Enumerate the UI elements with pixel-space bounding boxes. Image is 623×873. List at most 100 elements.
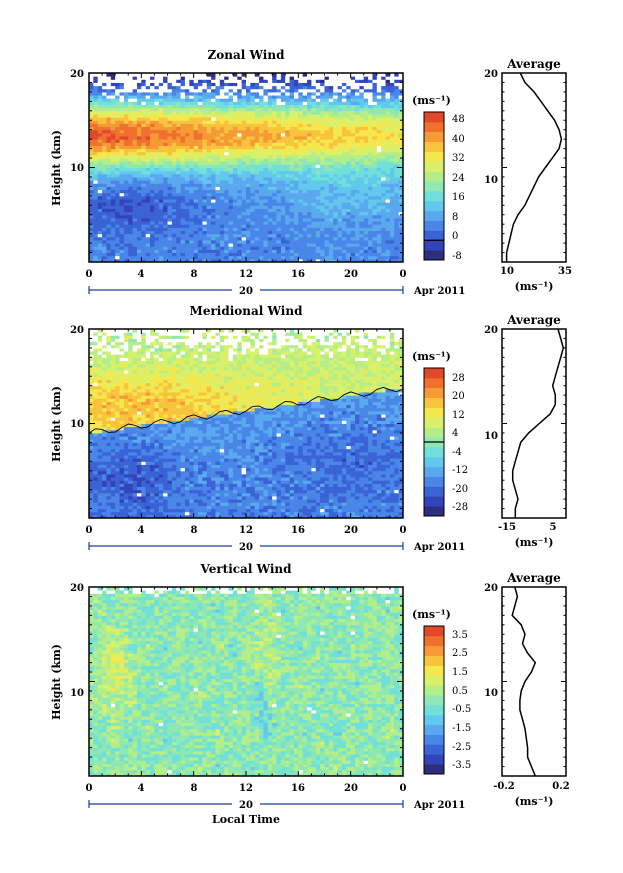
zonal-wind-heatmap-cell bbox=[206, 246, 212, 250]
zonal-wind-heatmap-cell bbox=[167, 107, 173, 112]
zonal-wind-heatmap-cell bbox=[381, 205, 387, 209]
zonal-wind-heatmap-cell bbox=[171, 164, 177, 168]
zonal-wind-heatmap-cell bbox=[132, 129, 138, 134]
meridional-wind-heatmap-cell bbox=[93, 354, 99, 358]
zonal-wind-heatmap-cell bbox=[110, 132, 116, 137]
zonal-wind-heatmap-cell bbox=[381, 129, 387, 134]
zonal-wind-heatmap-cell bbox=[285, 170, 291, 175]
zonal-wind-heatmap-cell bbox=[328, 167, 334, 172]
zonal-wind-heatmap-cell bbox=[398, 217, 404, 222]
zonal-wind-heatmap-cell bbox=[106, 95, 112, 99]
zonal-wind-heatmap-cell bbox=[193, 230, 199, 235]
zonal-wind-heatmap-cell bbox=[128, 239, 134, 244]
zonal-wind-heatmap-cell bbox=[219, 164, 225, 168]
meridional-wind-heatmap-cell bbox=[97, 483, 103, 487]
zonal-wind-heatmap-cell bbox=[267, 239, 273, 244]
meridional-wind-heatmap-cell bbox=[110, 420, 116, 424]
zonal-wind-heatmap-cell bbox=[307, 98, 312, 102]
zonal-wind-heatmap-cell bbox=[311, 255, 317, 260]
zonal-wind-heatmap-cell bbox=[307, 161, 312, 165]
meridional-wind-heatmap-cell bbox=[93, 414, 99, 418]
zonal-wind-heatmap-cell bbox=[276, 211, 282, 216]
zonal-wind-heatmap-cell bbox=[250, 148, 256, 153]
zonal-wind-heatmap-cell bbox=[202, 255, 208, 260]
zonal-wind-heatmap-cell bbox=[302, 123, 308, 128]
zonal-wind-heatmap-cell bbox=[145, 113, 151, 118]
zonal-wind-heatmap-cell bbox=[145, 246, 151, 250]
zonal-wind-heatmap-cell bbox=[211, 186, 216, 191]
zonal-wind-heatmap-cell bbox=[163, 136, 168, 140]
meridional-wind-heatmap-cell bbox=[106, 420, 112, 424]
zonal-wind-heatmap-cell bbox=[307, 183, 312, 187]
meridional-wind-heatmap-cell bbox=[115, 369, 121, 374]
zonal-wind-heatmap-cell bbox=[293, 208, 299, 213]
zonal-wind-heatmap-cell bbox=[241, 82, 247, 87]
zonal-wind-heatmap-cell bbox=[263, 252, 269, 257]
zonal-wind-heatmap-cell bbox=[211, 91, 216, 96]
meridional-wind-heatmap-cell bbox=[115, 477, 121, 481]
meridional-wind-heatmap-cell bbox=[89, 398, 94, 402]
zonal-wind-heatmap-cell bbox=[219, 195, 225, 200]
zonal-wind-heatmap-cell bbox=[315, 73, 321, 77]
zonal-wind-heatmap-cell bbox=[206, 173, 212, 178]
zonal-wind-heatmap-cell bbox=[368, 227, 373, 231]
zonal-wind-heatmap-cell bbox=[381, 258, 387, 263]
zonal-wind-heatmap-cell bbox=[372, 176, 378, 181]
zonal-wind-heatmap-cell bbox=[119, 205, 125, 209]
zonal-wind-heatmap-cell bbox=[254, 101, 260, 105]
zonal-wind-heatmap-cell bbox=[237, 110, 243, 115]
zonal-wind-heatmap-cell bbox=[355, 164, 360, 168]
zonal-wind-heatmap-cell bbox=[320, 230, 325, 235]
zonal-wind-heatmap-cell bbox=[237, 98, 243, 102]
zonal-wind-heatmap-cell bbox=[381, 239, 387, 244]
zonal-wind-heatmap-cell bbox=[328, 195, 334, 200]
zonal-wind-heatmap-cell bbox=[123, 230, 129, 235]
meridional-wind-heatmap-cell bbox=[97, 351, 103, 355]
zonal-wind-heatmap-cell bbox=[93, 79, 99, 83]
zonal-wind-heatmap-cell bbox=[328, 123, 334, 128]
zonal-wind-heatmap-cell bbox=[132, 189, 138, 194]
zonal-wind-heatmap-cell bbox=[115, 154, 121, 159]
zonal-wind-heatmap-cell bbox=[110, 199, 116, 203]
zonal-wind-heatmap-cell bbox=[228, 129, 234, 134]
zonal-wind-heatmap-cell bbox=[320, 233, 325, 238]
zonal-wind-heatmap-cell bbox=[110, 214, 116, 219]
zonal-wind-heatmap-cell bbox=[328, 170, 334, 175]
zonal-wind-heatmap-cell bbox=[224, 123, 230, 128]
zonal-wind-heatmap-cell bbox=[389, 107, 395, 112]
zonal-wind-heatmap-cell bbox=[337, 110, 343, 115]
meridional-wind-heatmap-cell bbox=[89, 363, 94, 368]
zonal-wind-heatmap-cell bbox=[89, 224, 94, 228]
zonal-wind-heatmap-cell bbox=[359, 183, 365, 187]
zonal-wind-heatmap-cell bbox=[158, 239, 164, 244]
zonal-wind-heatmap-cell bbox=[189, 230, 195, 235]
zonal-wind-heatmap-cell bbox=[232, 173, 238, 178]
zonal-wind-heatmap-cell bbox=[289, 104, 295, 109]
zonal-wind-xtick-12: 12 bbox=[239, 269, 253, 280]
zonal-wind-heatmap-cell bbox=[285, 85, 291, 90]
zonal-wind-heatmap-cell bbox=[219, 205, 225, 209]
zonal-wind-heatmap-cell bbox=[132, 82, 138, 87]
zonal-wind-heatmap-cell bbox=[154, 195, 160, 200]
zonal-wind-heatmap-cell bbox=[368, 186, 373, 191]
zonal-wind-heatmap-cell bbox=[224, 224, 230, 228]
zonal-wind-heatmap-cell bbox=[123, 82, 129, 87]
zonal-wind-heatmap-cell bbox=[219, 158, 225, 162]
zonal-wind-heatmap-cell bbox=[202, 98, 208, 102]
zonal-wind-heatmap-cell bbox=[311, 243, 317, 247]
zonal-wind-heatmap-cell bbox=[89, 199, 94, 203]
zonal-wind-heatmap-cell bbox=[171, 85, 177, 90]
zonal-wind-heatmap-cell bbox=[158, 164, 164, 168]
zonal-wind-heatmap-cell bbox=[136, 107, 142, 112]
zonal-wind-heatmap-cell bbox=[132, 176, 138, 181]
zonal-wind-heatmap-cell bbox=[246, 107, 251, 112]
zonal-wind-heatmap-cell bbox=[394, 85, 400, 90]
zonal-wind-heatmap-cell bbox=[389, 236, 395, 241]
zonal-wind-heatmap-cell bbox=[163, 189, 168, 194]
zonal-wind-heatmap-cell bbox=[163, 164, 168, 168]
zonal-wind-heatmap-cell bbox=[202, 107, 208, 112]
zonal-wind-heatmap-cell bbox=[141, 145, 147, 150]
zonal-wind-heatmap-cell bbox=[328, 202, 334, 206]
zonal-wind-heatmap-cell bbox=[307, 167, 312, 172]
zonal-wind-heatmap-cell bbox=[145, 123, 151, 128]
